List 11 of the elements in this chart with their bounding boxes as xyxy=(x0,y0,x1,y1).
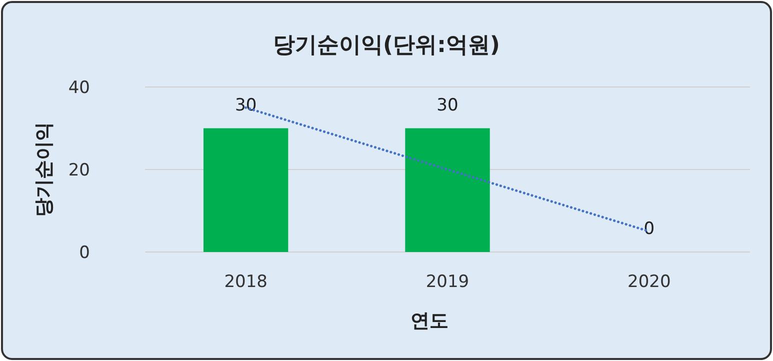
y-tick-label: 20 xyxy=(68,160,90,180)
x-tick-label: 2019 xyxy=(426,272,470,292)
x-tick-label: 2020 xyxy=(628,272,671,292)
y-tick-label: 40 xyxy=(68,78,90,98)
data-label: 30 xyxy=(436,95,458,116)
x-tick-label: 2018 xyxy=(224,272,268,292)
x-axis-title: 연도 xyxy=(410,310,448,332)
chart-title: 당기순이익(단위:억원) xyxy=(273,33,500,58)
data-label: 30 xyxy=(235,95,257,116)
y-axis-title: 당기순이익 xyxy=(33,122,55,217)
y-tick-label: 0 xyxy=(79,243,90,263)
